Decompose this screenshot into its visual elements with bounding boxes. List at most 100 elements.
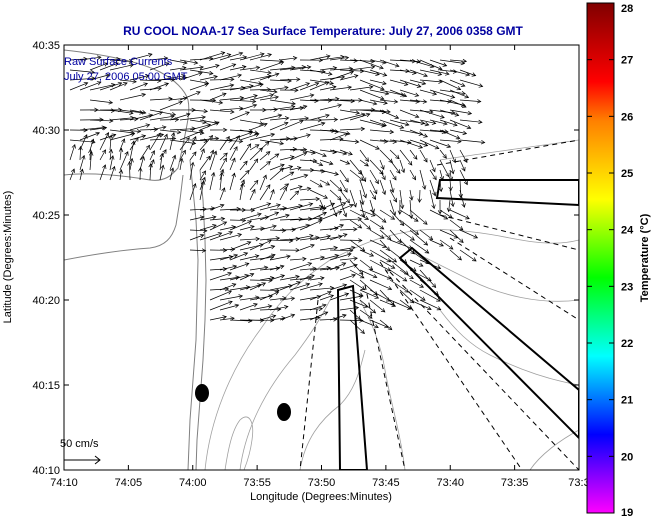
- current-vector-head: [243, 160, 248, 166]
- current-vector: [239, 296, 260, 301]
- current-vector-head: [163, 56, 169, 61]
- current-vector-head: [379, 65, 384, 70]
- current-vector-head: [399, 204, 405, 210]
- current-vector: [309, 55, 331, 61]
- current-vector: [89, 127, 107, 131]
- current-vector: [359, 69, 380, 75]
- current-vector-head: [168, 96, 173, 102]
- current-vector-head: [139, 110, 144, 115]
- current-vector-head: [381, 218, 387, 223]
- current-vector: [89, 151, 92, 171]
- current-vector-head: [325, 113, 330, 119]
- current-vector: [259, 59, 283, 62]
- current-vector-head: [402, 93, 408, 98]
- current-vector-head: [342, 283, 348, 288]
- current-vector-head: [413, 155, 418, 160]
- current-vector-head: [329, 294, 335, 299]
- current-vector-head: [190, 161, 195, 167]
- current-vector-head: [480, 139, 486, 145]
- current-vector-head: [458, 226, 464, 231]
- current-vector-head: [252, 103, 258, 108]
- current-vector-head: [421, 185, 427, 190]
- current-vector-head: [267, 70, 272, 75]
- current-vector-head: [306, 186, 312, 192]
- current-vector: [269, 239, 293, 242]
- current-vector: [339, 139, 359, 143]
- current-vector-head: [319, 204, 324, 210]
- current-vector: [249, 158, 258, 171]
- current-vector: [359, 149, 369, 162]
- current-vector-head: [134, 136, 139, 142]
- current-vector: [209, 231, 233, 241]
- current-vector-head: [249, 273, 255, 278]
- map-features: [64, 49, 579, 470]
- current-vector-head: [388, 158, 393, 164]
- current-vector-head: [465, 72, 471, 77]
- current-vector-head: [114, 62, 119, 67]
- current-vector-head: [349, 203, 354, 209]
- current-vector: [419, 189, 421, 203]
- current-vector: [189, 183, 196, 201]
- current-vector: [239, 66, 260, 71]
- current-vector-head: [235, 275, 240, 280]
- current-vector: [209, 301, 233, 311]
- current-vector-head: [413, 217, 419, 222]
- current-vector-head: [158, 111, 164, 116]
- current-vector: [289, 82, 310, 91]
- current-vector-head: [442, 62, 448, 67]
- current-vector: [409, 289, 426, 301]
- current-vector-head: [334, 171, 339, 176]
- current-vector: [289, 224, 310, 231]
- current-vector-head: [451, 110, 456, 115]
- current-vector: [439, 169, 444, 181]
- current-vector: [359, 139, 380, 150]
- current-vector-head: [390, 188, 395, 193]
- current-vector-head: [265, 151, 271, 156]
- current-vector-head: [215, 121, 220, 126]
- current-vector-head: [223, 127, 228, 133]
- current-vector: [459, 249, 477, 262]
- current-vector: [429, 109, 456, 114]
- current-vector-head: [333, 317, 338, 322]
- current-vector: [449, 59, 467, 62]
- current-vector-head: [397, 238, 402, 244]
- current-vector-head: [443, 121, 448, 126]
- current-vector-head: [456, 86, 462, 91]
- current-vector-head: [395, 154, 400, 160]
- current-vector-head: [339, 224, 345, 229]
- current-vector: [249, 239, 272, 251]
- current-vector: [259, 151, 271, 161]
- current-vector: [199, 52, 225, 61]
- current-vector: [69, 69, 95, 73]
- current-vector: [309, 304, 327, 311]
- current-vector: [259, 237, 280, 241]
- current-vector-head: [267, 53, 273, 58]
- current-vector: [409, 239, 429, 254]
- current-vector-head: [279, 60, 285, 66]
- current-vector: [309, 114, 330, 121]
- current-vector-head: [221, 92, 227, 97]
- current-vector-head: [267, 239, 272, 244]
- current-vector: [179, 130, 203, 141]
- current-vector: [129, 161, 131, 181]
- current-vector: [359, 99, 377, 105]
- current-vector: [249, 282, 266, 291]
- current-vector-head: [347, 252, 352, 257]
- current-vector: [419, 129, 446, 133]
- current-vector: [229, 56, 247, 61]
- y-tick-label: 40:20: [32, 295, 60, 307]
- current-vector-head: [201, 115, 206, 120]
- radar-site-marker: [195, 384, 209, 402]
- current-vector-head: [111, 133, 117, 138]
- current-vector: [449, 99, 467, 108]
- current-vector: [289, 235, 314, 241]
- current-vector-head: [95, 131, 101, 137]
- colorbar-tick-label: 26: [621, 111, 633, 123]
- current-vector-head: [423, 142, 429, 147]
- current-vector-head: [393, 99, 399, 104]
- current-vector-head: [129, 110, 134, 116]
- current-vector: [259, 175, 267, 191]
- current-vector-head: [347, 85, 353, 90]
- current-vector: [359, 299, 376, 314]
- current-vector-head: [295, 247, 300, 253]
